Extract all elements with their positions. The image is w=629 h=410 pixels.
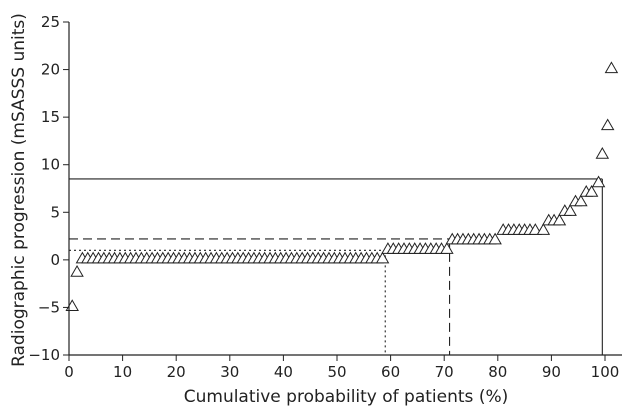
x-tick-label: 0	[64, 363, 74, 381]
axes	[63, 21, 622, 361]
data-points	[65, 61, 619, 311]
x-tick-label: 100	[591, 363, 620, 381]
data-point	[604, 61, 619, 74]
x-tick-label: 80	[488, 363, 507, 381]
data-point	[536, 223, 551, 235]
reference-lines	[69, 178, 603, 355]
x-tick-label: 60	[381, 363, 400, 381]
tick-labels: −10 −5 0 5 10 15 20 25 0 10 20 30 40 50 60 70 80 90 100	[28, 13, 619, 381]
x-tick-label: 90	[542, 363, 561, 381]
data-point	[440, 242, 454, 254]
y-tick-label: −5	[38, 298, 60, 316]
data-point	[552, 213, 567, 226]
x-tick-label: 10	[113, 363, 132, 381]
data-point	[70, 264, 84, 277]
data-point	[563, 204, 577, 216]
y-tick-label: −10	[28, 346, 60, 364]
x-tick-label: 50	[327, 363, 346, 381]
y-tick-label: 5	[50, 203, 60, 221]
data-point	[600, 118, 615, 131]
data-point	[528, 223, 543, 235]
data-point	[488, 232, 502, 245]
x-tick-label: 70	[435, 363, 454, 381]
data-point	[584, 185, 599, 197]
data-point	[65, 299, 79, 311]
y-axis-title: Radiographic progression (mSASSS units)	[9, 13, 29, 367]
data-point	[595, 146, 610, 159]
y-tick-label: 20	[41, 61, 60, 79]
y-tick-label: 0	[50, 251, 60, 269]
y-tick-label: 10	[41, 156, 60, 174]
x-tick-label: 40	[274, 363, 293, 381]
y-tick-label: 15	[41, 108, 60, 126]
y-tick-label: 25	[41, 13, 60, 31]
x-axis-title: Cumulative probability of patients (%)	[184, 387, 509, 407]
x-tick-label: 20	[167, 363, 186, 381]
data-point	[591, 175, 606, 188]
data-point	[574, 194, 588, 207]
x-tick-label: 30	[220, 363, 239, 381]
data-point	[375, 251, 390, 264]
